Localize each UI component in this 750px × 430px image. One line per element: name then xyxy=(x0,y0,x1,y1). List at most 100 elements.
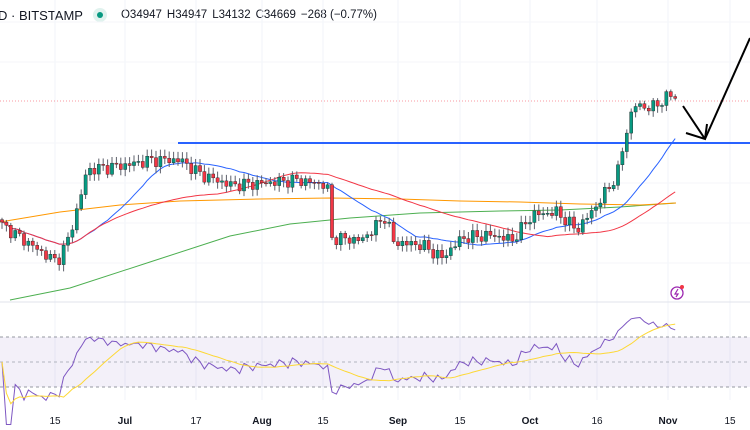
candle xyxy=(484,224,488,244)
candle xyxy=(105,159,110,179)
candle xyxy=(8,222,13,243)
x-tick-label: Jul xyxy=(118,416,133,427)
candle xyxy=(127,157,132,173)
candle xyxy=(83,169,88,200)
candle xyxy=(220,174,224,189)
candle xyxy=(44,246,48,263)
candle xyxy=(79,189,83,212)
candle xyxy=(228,175,233,191)
candle xyxy=(466,232,471,250)
candle xyxy=(22,230,26,251)
ma200-line xyxy=(9,202,677,301)
candle xyxy=(660,103,664,113)
arrow-down-segment[interactable] xyxy=(682,105,706,140)
candle xyxy=(123,157,127,177)
candle xyxy=(189,156,194,181)
candle xyxy=(475,223,480,243)
candle xyxy=(620,147,625,171)
candle xyxy=(449,241,453,260)
candle xyxy=(66,232,70,252)
candle xyxy=(110,157,114,177)
candle xyxy=(88,162,92,181)
ma100-line xyxy=(0,197,677,223)
candle xyxy=(154,150,158,174)
candle xyxy=(286,176,290,194)
candle xyxy=(576,222,581,236)
candle xyxy=(330,182,334,241)
market-status-dot xyxy=(92,8,107,22)
x-tick-label: Aug xyxy=(252,416,271,427)
candle xyxy=(545,206,550,217)
candle xyxy=(581,214,585,235)
candle xyxy=(184,152,189,170)
candle xyxy=(53,250,57,263)
candle xyxy=(26,238,31,252)
candle xyxy=(651,97,655,117)
ohlc-close: C34669 xyxy=(255,9,296,21)
candle xyxy=(510,227,515,246)
candle xyxy=(198,159,202,176)
candle xyxy=(215,171,220,189)
ohlc-open: O34947 xyxy=(120,9,162,21)
candle xyxy=(57,253,61,271)
candle xyxy=(255,175,260,196)
candle xyxy=(413,236,418,251)
candle xyxy=(334,235,339,250)
candle xyxy=(339,231,343,251)
candle xyxy=(387,217,392,228)
candle xyxy=(132,155,136,172)
candle xyxy=(409,236,414,252)
candle xyxy=(567,211,572,232)
candle xyxy=(598,198,603,214)
candle xyxy=(114,156,119,169)
candle xyxy=(462,230,466,245)
candle xyxy=(554,200,559,221)
grid xyxy=(54,0,731,400)
candle xyxy=(563,211,567,232)
candle xyxy=(607,182,611,193)
candle xyxy=(378,216,383,228)
candle xyxy=(361,234,365,244)
candle xyxy=(506,227,510,247)
candle xyxy=(523,215,528,230)
candle xyxy=(633,103,638,118)
candle xyxy=(246,173,251,189)
projection-arrow[interactable] xyxy=(682,37,750,141)
candle xyxy=(625,129,629,159)
candle xyxy=(642,100,647,111)
candle xyxy=(176,151,180,166)
candle xyxy=(277,172,282,192)
candle xyxy=(264,178,268,187)
candle xyxy=(101,158,105,171)
rsi-line xyxy=(1,316,676,425)
candle xyxy=(180,152,185,168)
candle xyxy=(431,243,436,264)
candle xyxy=(422,234,427,252)
candle xyxy=(193,158,198,180)
candle xyxy=(519,215,523,244)
candle xyxy=(167,151,172,168)
candle xyxy=(268,177,273,187)
candle xyxy=(259,175,264,188)
lightning-icon[interactable] xyxy=(670,285,684,300)
x-tick-label: Nov xyxy=(659,416,678,427)
arrow-up-segment[interactable] xyxy=(704,37,750,140)
candle xyxy=(664,89,669,112)
candle xyxy=(611,181,616,192)
candle xyxy=(405,236,409,252)
candle xyxy=(383,217,387,229)
candle xyxy=(308,175,312,189)
candle xyxy=(457,230,462,251)
candle xyxy=(655,98,660,113)
candle xyxy=(532,204,537,230)
candle xyxy=(321,180,326,194)
candle xyxy=(35,241,39,256)
candle xyxy=(343,230,348,245)
candle xyxy=(74,203,79,234)
candle xyxy=(647,105,651,116)
candle xyxy=(233,175,238,187)
candle xyxy=(391,217,396,244)
symbol-name[interactable]: D · BITSTAMP xyxy=(0,7,83,23)
candle xyxy=(70,224,75,243)
